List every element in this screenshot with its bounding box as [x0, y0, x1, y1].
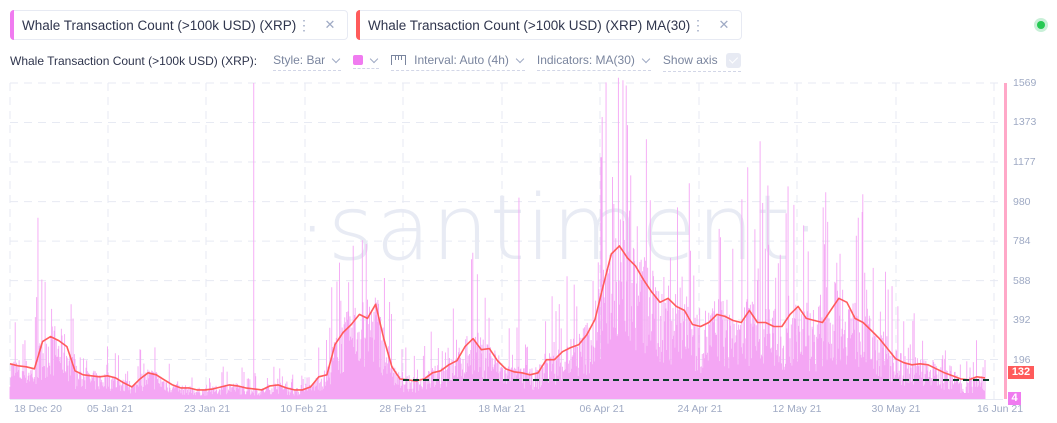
color-picker-dropdown[interactable] — [353, 53, 380, 69]
ruler-icon — [391, 55, 407, 65]
x-axis-tick-label: 18 Mar 21 — [478, 403, 526, 415]
metric-color-indicator — [356, 10, 360, 40]
style-value: Style: Bar — [273, 53, 326, 67]
y-axis-tick-label: 392 — [1013, 314, 1031, 327]
x-axis-tick-label: 30 May 21 — [871, 403, 921, 415]
x-axis-tick-label: 05 Jan 21 — [86, 403, 134, 415]
y-axis-tick-label: 1569 — [1013, 77, 1037, 89]
bar-series — [9, 77, 986, 399]
x-axis-tick-label: 18 Dec 20 — [14, 403, 62, 415]
chart-canvas[interactable] — [0, 76, 1057, 423]
x-axis-tick-label: 06 Apr 21 — [579, 403, 625, 415]
metric-tab-whale-count-ma30[interactable]: Whale Transaction Count (>100k USD) (XRP… — [356, 10, 742, 40]
ma30-last-value-badge: 132 — [1008, 366, 1034, 379]
metric-settings-label: Whale Transaction Count (>100k USD) (XRP… — [10, 54, 258, 68]
chevron-down-icon — [331, 54, 341, 63]
chevron-down-icon — [369, 54, 379, 63]
x-axis-tick-label: 24 Apr 21 — [677, 403, 723, 415]
close-icon[interactable]: ✕ — [324, 17, 336, 32]
y-axis-tick-label: 784 — [1013, 235, 1031, 248]
metric-tab-label: Whale Transaction Count (>100k USD) (XRP… — [368, 17, 691, 33]
chevron-down-icon — [641, 54, 651, 63]
indicators-value: Indicators: MA(30) — [536, 53, 635, 67]
axis-highlight-bar — [1004, 83, 1007, 399]
y-axis-tick-label: 1373 — [1013, 116, 1037, 129]
x-axis-tick-label: 28 Feb 21 — [379, 403, 427, 415]
indicators-dropdown[interactable]: Indicators: MA(30) — [536, 51, 651, 71]
x-axis-tick-label: 12 May 21 — [772, 403, 822, 415]
style-dropdown[interactable]: Style: Bar — [273, 51, 342, 71]
x-axis-tick-label: 10 Feb 21 — [280, 403, 328, 415]
y-axis-tick-label: 196 — [1013, 353, 1031, 366]
x-axis-tick-label: 23 Jan 21 — [183, 403, 231, 415]
x-axis-tick-label: 16 Jun 21 — [976, 403, 1024, 415]
metric-settings-bar: Whale Transaction Count (>100k USD) (XRP… — [10, 50, 753, 72]
show-axis-checkbox[interactable] — [725, 52, 741, 68]
y-axis-tick-label: 588 — [1013, 274, 1031, 287]
ma30-line — [9, 245, 986, 391]
chart-grid — [9, 82, 1003, 400]
metric-color-indicator — [10, 10, 14, 40]
bar-series-path — [9, 77, 986, 399]
y-axis-tick-label: 1177 — [1013, 155, 1036, 168]
metric-tab-whale-count[interactable]: Whale Transaction Count (>100k USD) (XRP… — [10, 10, 348, 40]
bar-last-value-badge: 4 — [1008, 392, 1021, 405]
more-vertical-icon[interactable]: ⋮ — [297, 16, 311, 33]
color-swatch — [353, 55, 364, 65]
show-axis-toggle[interactable]: Show axis — [662, 51, 741, 72]
show-axis-label: Show axis — [662, 53, 718, 67]
more-vertical-icon[interactable]: ⋮ — [691, 16, 705, 33]
live-status-indicator — [1034, 18, 1048, 32]
metric-tab-label: Whale Transaction Count (>100k USD) (XRP… — [22, 17, 297, 33]
interval-dropdown[interactable]: Interval: Auto (4h) — [391, 51, 525, 71]
y-axis-tick-label: 980 — [1013, 195, 1031, 208]
chevron-down-icon — [515, 54, 525, 63]
interval-value: Interval: Auto (4h) — [414, 53, 509, 67]
close-icon[interactable]: ✕ — [718, 17, 730, 32]
